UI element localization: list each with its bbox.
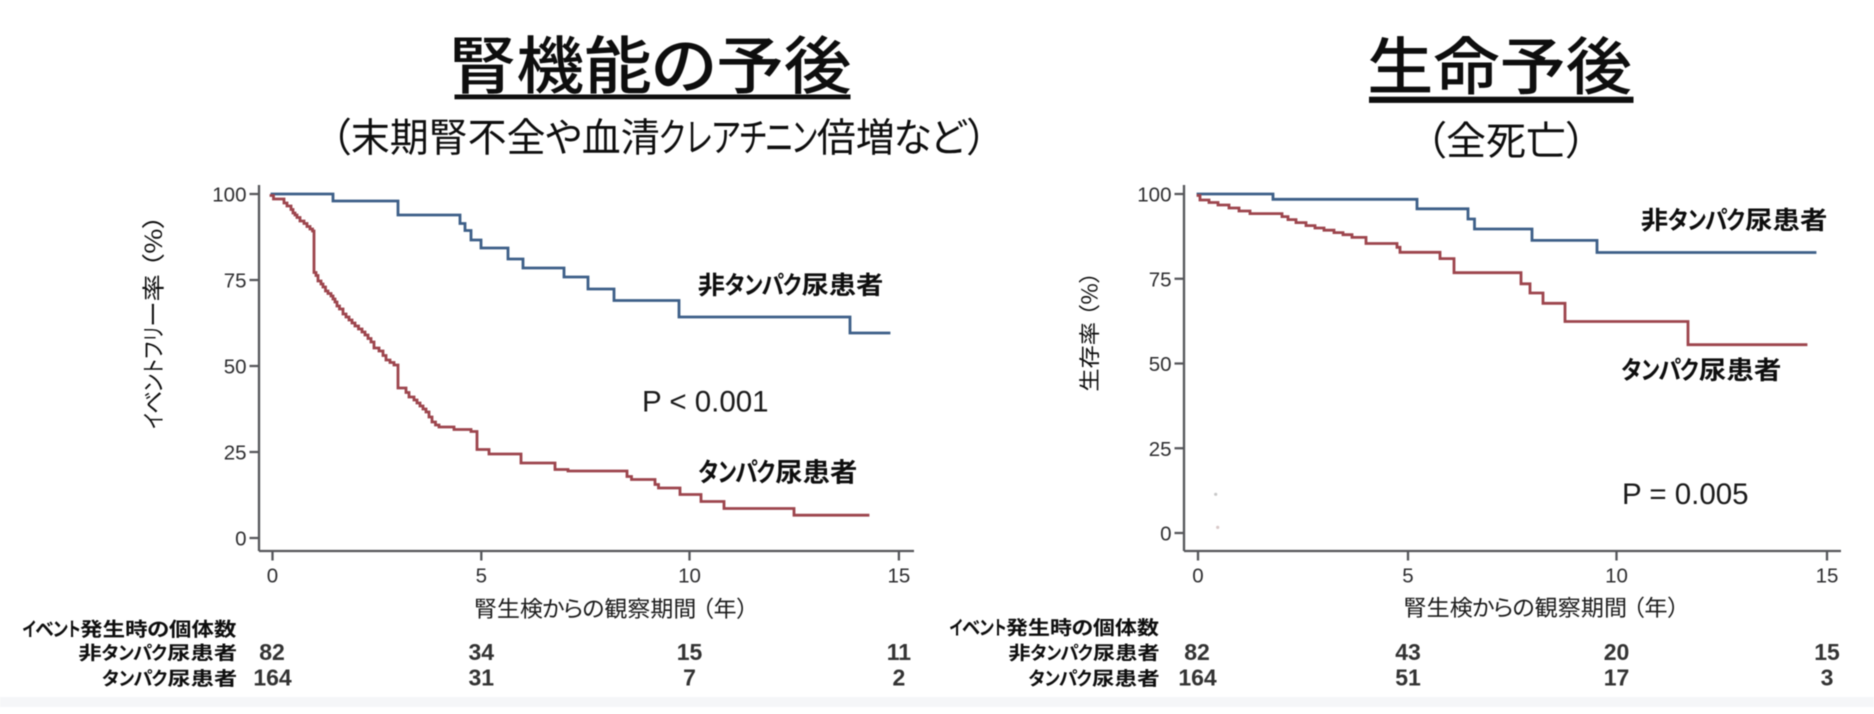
svg-text:15: 15 bbox=[887, 565, 910, 588]
svg-text:11: 11 bbox=[887, 639, 912, 665]
svg-text:51: 51 bbox=[1395, 665, 1421, 691]
svg-text:164: 164 bbox=[1178, 665, 1217, 691]
svg-text:0: 0 bbox=[1192, 565, 1203, 588]
svg-text:10: 10 bbox=[678, 565, 701, 588]
svg-text:P < 0.001: P < 0.001 bbox=[642, 386, 769, 419]
svg-text:15: 15 bbox=[1814, 639, 1840, 665]
svg-text:0: 0 bbox=[1160, 523, 1171, 546]
svg-text:P = 0.005: P = 0.005 bbox=[1622, 478, 1749, 511]
svg-text:2: 2 bbox=[893, 665, 906, 691]
svg-text:50: 50 bbox=[1149, 353, 1172, 376]
svg-text:75: 75 bbox=[1149, 268, 1172, 291]
svg-text:17: 17 bbox=[1604, 665, 1630, 691]
svg-text:82: 82 bbox=[1184, 639, 1210, 665]
svg-text:0: 0 bbox=[235, 528, 246, 551]
svg-text:82: 82 bbox=[259, 639, 285, 665]
svg-text:15: 15 bbox=[677, 639, 703, 665]
svg-text:10: 10 bbox=[1605, 565, 1628, 588]
svg-text:25: 25 bbox=[1149, 438, 1172, 461]
svg-text:7: 7 bbox=[683, 665, 696, 691]
svg-text:15: 15 bbox=[1816, 565, 1839, 588]
svg-text:5: 5 bbox=[1402, 565, 1413, 588]
svg-text:31: 31 bbox=[469, 665, 495, 691]
svg-text:43: 43 bbox=[1395, 639, 1421, 665]
svg-text:20: 20 bbox=[1604, 639, 1630, 665]
svg-text:0: 0 bbox=[267, 565, 278, 588]
svg-text:164: 164 bbox=[253, 665, 292, 691]
svg-text:34: 34 bbox=[469, 639, 495, 665]
svg-text:5: 5 bbox=[476, 565, 487, 588]
svg-text:25: 25 bbox=[224, 442, 247, 465]
svg-text:100: 100 bbox=[1137, 184, 1171, 207]
svg-text:75: 75 bbox=[224, 270, 247, 293]
svg-text:50: 50 bbox=[224, 356, 247, 379]
svg-text:3: 3 bbox=[1821, 665, 1834, 691]
svg-text:100: 100 bbox=[212, 184, 246, 207]
